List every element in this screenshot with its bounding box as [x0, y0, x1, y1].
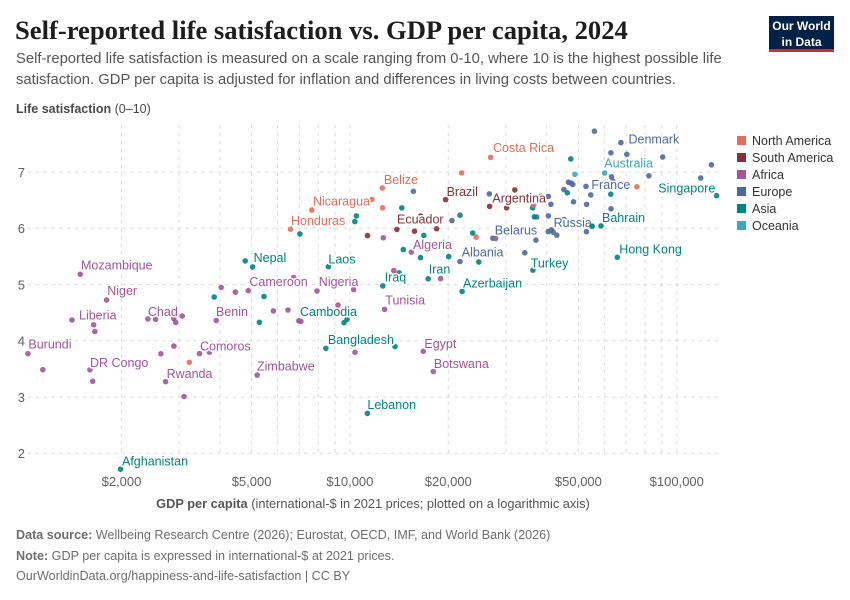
svg-text:Mozambique: Mozambique [81, 258, 153, 272]
svg-text:4: 4 [18, 334, 25, 349]
svg-text:Lebanon: Lebanon [367, 398, 416, 412]
svg-text:$20,000: $20,000 [425, 474, 472, 489]
svg-text:Tunisia: Tunisia [385, 293, 425, 307]
svg-text:Belarus: Belarus [495, 223, 537, 237]
svg-text:Cameroon: Cameroon [249, 275, 307, 289]
svg-text:Laos: Laos [328, 252, 355, 266]
svg-text:3: 3 [18, 390, 25, 405]
svg-text:Burundi: Burundi [28, 338, 71, 352]
svg-text:Liberia: Liberia [79, 309, 117, 323]
svg-text:Egypt: Egypt [424, 337, 456, 351]
svg-text:Cambodia: Cambodia [300, 305, 357, 319]
svg-text:Singapore: Singapore [658, 182, 715, 196]
svg-text:Comoros: Comoros [200, 339, 251, 353]
svg-text:France: France [591, 178, 630, 192]
svg-text:Australia: Australia [604, 156, 653, 170]
svg-text:Afghanistan: Afghanistan [122, 455, 188, 469]
svg-text:$5,000: $5,000 [232, 474, 272, 489]
svg-text:Nicaragua: Nicaragua [313, 195, 370, 209]
svg-text:Azerbaijan: Azerbaijan [463, 277, 522, 291]
svg-text:Nigeria: Nigeria [319, 275, 359, 289]
svg-text:Zimbabwe: Zimbabwe [257, 359, 315, 373]
svg-text:Bangladesh: Bangladesh [328, 333, 394, 347]
svg-text:Chad: Chad [148, 305, 178, 319]
svg-text:Niger: Niger [107, 284, 137, 298]
svg-text:$2,000: $2,000 [102, 474, 142, 489]
svg-text:Rwanda: Rwanda [167, 367, 213, 381]
svg-text:Benin: Benin [216, 305, 248, 319]
svg-text:Argentina: Argentina [492, 191, 546, 205]
svg-text:DR Congo: DR Congo [90, 356, 148, 370]
svg-text:$100,000: $100,000 [650, 474, 704, 489]
svg-text:Nepal: Nepal [254, 251, 287, 265]
svg-text:Belize: Belize [384, 173, 418, 187]
svg-text:Botswana: Botswana [434, 357, 489, 371]
svg-text:Hong Kong: Hong Kong [619, 242, 682, 256]
svg-text:Denmark: Denmark [629, 133, 680, 147]
svg-text:$50,000: $50,000 [555, 474, 602, 489]
svg-text:6: 6 [18, 221, 25, 236]
svg-text:Algeria: Algeria [413, 238, 452, 252]
svg-text:Albania: Albania [462, 246, 504, 260]
svg-text:Iraq: Iraq [385, 271, 407, 285]
svg-text:Ecuador: Ecuador [397, 212, 444, 226]
svg-text:Bahrain: Bahrain [602, 211, 645, 225]
svg-text:Iran: Iran [429, 263, 451, 277]
svg-text:Costa Rica: Costa Rica [493, 141, 554, 155]
svg-text:7: 7 [18, 165, 25, 180]
svg-text:5: 5 [18, 277, 25, 292]
svg-text:Russia: Russia [554, 216, 592, 230]
svg-text:Turkey: Turkey [531, 257, 569, 271]
svg-text:2: 2 [18, 446, 25, 461]
svg-text:$10,000: $10,000 [326, 474, 373, 489]
svg-text:Brazil: Brazil [447, 185, 478, 199]
svg-text:Honduras: Honduras [291, 214, 345, 228]
